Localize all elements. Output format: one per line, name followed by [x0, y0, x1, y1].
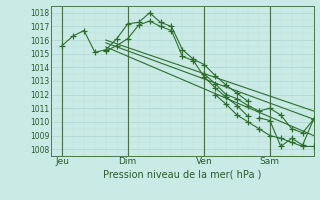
X-axis label: Pression niveau de la mer( hPa ): Pression niveau de la mer( hPa )	[103, 169, 261, 179]
